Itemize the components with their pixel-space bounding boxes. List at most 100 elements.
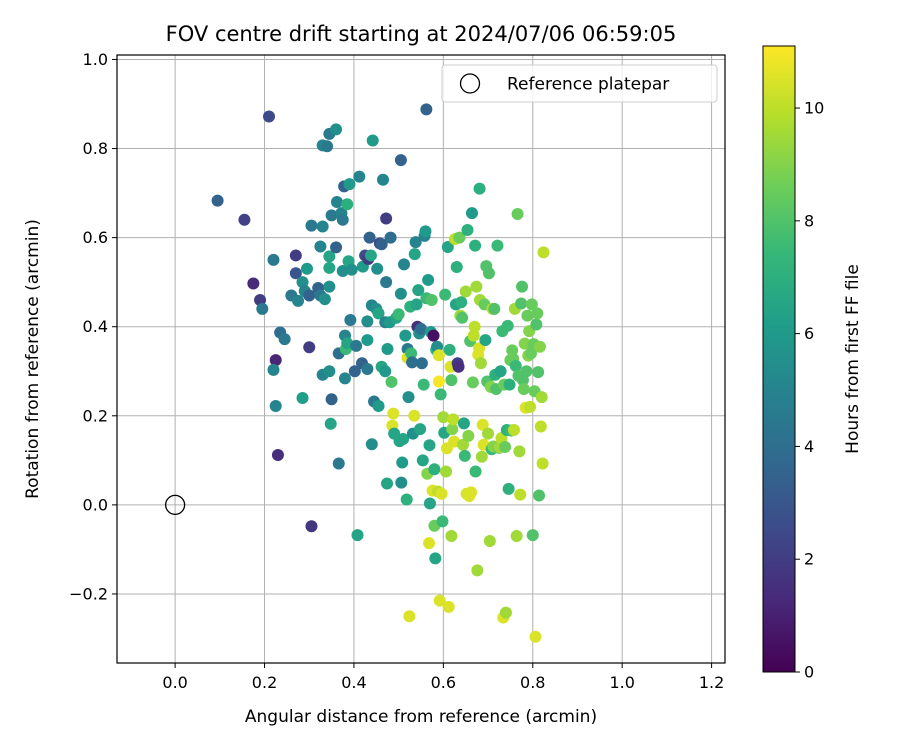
data-point xyxy=(439,288,452,301)
data-point xyxy=(469,239,482,252)
data-point xyxy=(433,594,446,607)
data-point xyxy=(499,606,512,619)
data-point xyxy=(535,391,548,404)
data-point xyxy=(408,248,421,261)
data-point xyxy=(271,448,284,461)
data-point xyxy=(339,372,351,385)
data-point xyxy=(483,534,496,547)
data-point xyxy=(432,349,445,362)
y-tick-label: −0.2 xyxy=(69,584,108,603)
reference-marker-layer xyxy=(164,494,186,516)
data-point xyxy=(457,438,470,451)
x-tick-label: 0.0 xyxy=(162,673,187,692)
data-point xyxy=(269,399,282,412)
data-point xyxy=(303,289,316,302)
data-point xyxy=(363,231,376,244)
data-point xyxy=(398,258,411,271)
data-point xyxy=(511,208,524,221)
data-point xyxy=(482,427,495,440)
data-point xyxy=(525,298,538,311)
data-point xyxy=(533,340,546,353)
data-point xyxy=(344,314,357,327)
colorbar-tick-label: 8 xyxy=(804,211,814,230)
data-point xyxy=(415,357,428,370)
data-point xyxy=(534,420,547,433)
x-axis-ticks: 0.0 0.2 0.4 0.6 0.8 1.0 1.2 xyxy=(162,663,724,692)
data-point xyxy=(450,261,463,274)
y-tick-label: 0.8 xyxy=(83,139,108,158)
data-point xyxy=(296,391,309,404)
data-point xyxy=(402,391,415,404)
data-point xyxy=(238,213,251,226)
data-point xyxy=(267,363,280,376)
x-tick-label: 0.2 xyxy=(252,673,277,692)
data-point xyxy=(380,276,393,289)
colorbar-tick-label: 10 xyxy=(804,99,824,118)
data-point xyxy=(457,417,470,430)
data-point xyxy=(256,302,269,315)
data-point xyxy=(524,400,537,413)
data-point xyxy=(381,477,394,490)
data-point xyxy=(494,365,507,378)
data-point xyxy=(395,476,408,489)
data-point xyxy=(316,220,329,233)
data-point xyxy=(345,263,358,276)
data-point xyxy=(423,439,436,452)
data-point xyxy=(488,302,501,315)
data-point xyxy=(531,307,544,320)
data-point xyxy=(458,449,471,462)
data-point xyxy=(475,450,488,463)
colorbar-tick-label: 4 xyxy=(804,437,814,456)
data-point xyxy=(392,308,405,321)
data-point xyxy=(361,363,374,376)
data-point xyxy=(350,339,363,352)
data-point xyxy=(394,154,407,167)
data-point xyxy=(516,280,529,293)
colorbar-label: Hours from first FF file xyxy=(843,264,863,454)
data-point xyxy=(499,440,512,453)
data-point xyxy=(459,285,472,298)
data-point xyxy=(361,315,374,328)
data-point xyxy=(517,383,530,396)
data-point xyxy=(474,357,487,370)
data-point xyxy=(513,445,526,458)
data-point xyxy=(520,365,533,378)
chart-title: FOV centre drift starting at 2024/07/06 … xyxy=(166,22,677,46)
data-point xyxy=(452,360,465,373)
data-point xyxy=(415,322,427,335)
x-tick-label: 0.4 xyxy=(341,673,366,692)
data-point xyxy=(469,465,482,478)
data-point xyxy=(371,262,384,275)
y-tick-label: 1.0 xyxy=(83,50,108,69)
data-point xyxy=(379,365,392,378)
data-point xyxy=(325,209,338,222)
x-tick-label: 0.6 xyxy=(431,673,456,692)
data-point xyxy=(420,103,433,116)
data-point xyxy=(330,123,343,136)
data-point xyxy=(332,457,345,470)
data-point xyxy=(387,407,400,420)
data-point xyxy=(510,530,523,543)
data-point xyxy=(524,347,537,360)
data-point xyxy=(526,529,539,542)
data-point xyxy=(434,388,447,401)
data-point xyxy=(323,261,336,274)
data-point xyxy=(422,273,435,286)
y-tick-label: 0.0 xyxy=(83,495,108,514)
data-point xyxy=(425,293,438,306)
data-point xyxy=(289,249,302,262)
data-point xyxy=(443,343,456,356)
data-point xyxy=(323,250,336,263)
data-point xyxy=(396,456,409,469)
data-point xyxy=(341,198,354,211)
data-point xyxy=(419,225,432,238)
data-point xyxy=(473,182,486,195)
legend: Reference platepar xyxy=(441,64,718,103)
x-tick-label: 1.2 xyxy=(699,673,724,692)
data-point xyxy=(416,454,429,467)
data-point xyxy=(436,515,449,528)
data-point xyxy=(292,294,305,307)
data-point xyxy=(476,418,489,431)
data-point xyxy=(491,239,504,252)
data-point xyxy=(384,231,397,244)
